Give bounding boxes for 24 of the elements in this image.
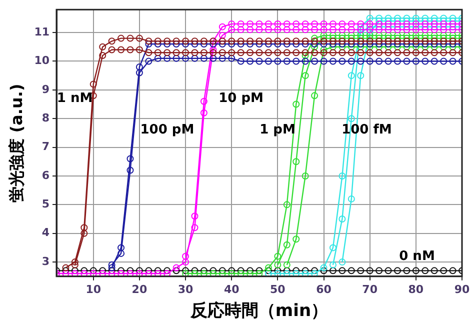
y-tick-label: 8 xyxy=(42,111,50,124)
x-tick-label: 30 xyxy=(178,282,194,296)
y-tick-label: 5 xyxy=(42,198,50,211)
x-tick-label: 20 xyxy=(132,282,148,296)
x-tick-label: 50 xyxy=(270,282,286,296)
y-tick-label: 6 xyxy=(42,168,50,182)
x-tick-label: 40 xyxy=(224,282,240,296)
x-tick-label: 80 xyxy=(408,282,424,296)
x-tick-label: 70 xyxy=(362,282,378,296)
annotation: 10 pM xyxy=(218,90,264,106)
y-tick-label: 4 xyxy=(42,226,50,240)
y-axis-title: 蛍光強度 (a.u.) xyxy=(6,84,26,202)
annotation: 100 pM xyxy=(140,122,194,138)
annotation: 0 nM xyxy=(399,248,435,264)
x-tick-label: 10 xyxy=(86,282,102,296)
y-tick-label: 9 xyxy=(42,82,50,96)
x-axis-title: 反応時間（min） xyxy=(189,301,328,322)
y-tick-label: 10 xyxy=(34,54,50,68)
y-tick-label: 3 xyxy=(42,254,50,268)
y-tick-label: 7 xyxy=(42,140,50,154)
x-tick-label: 60 xyxy=(316,282,332,296)
annotation: 1 nM xyxy=(56,90,93,106)
x-tick-label: 90 xyxy=(454,282,470,296)
y-tick-label: 11 xyxy=(34,25,50,38)
